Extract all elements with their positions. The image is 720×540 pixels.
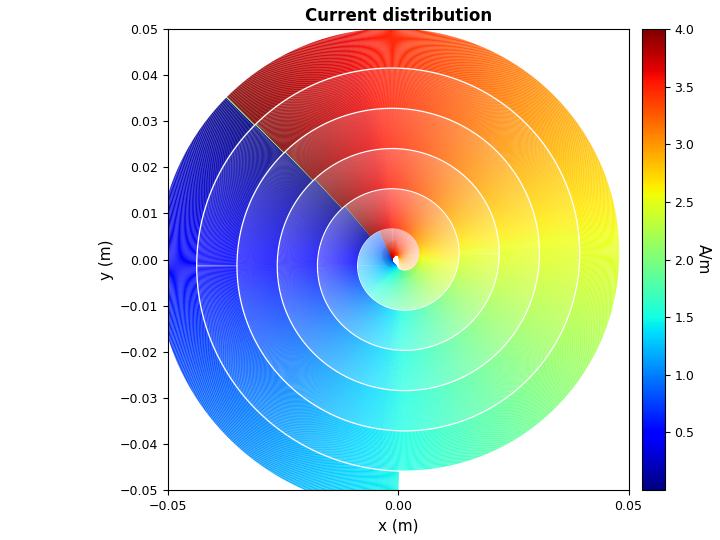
Y-axis label: A/m: A/m (696, 244, 711, 275)
Y-axis label: y (m): y (m) (99, 239, 114, 280)
X-axis label: x (m): x (m) (378, 518, 418, 533)
Title: Current distribution: Current distribution (305, 7, 492, 25)
